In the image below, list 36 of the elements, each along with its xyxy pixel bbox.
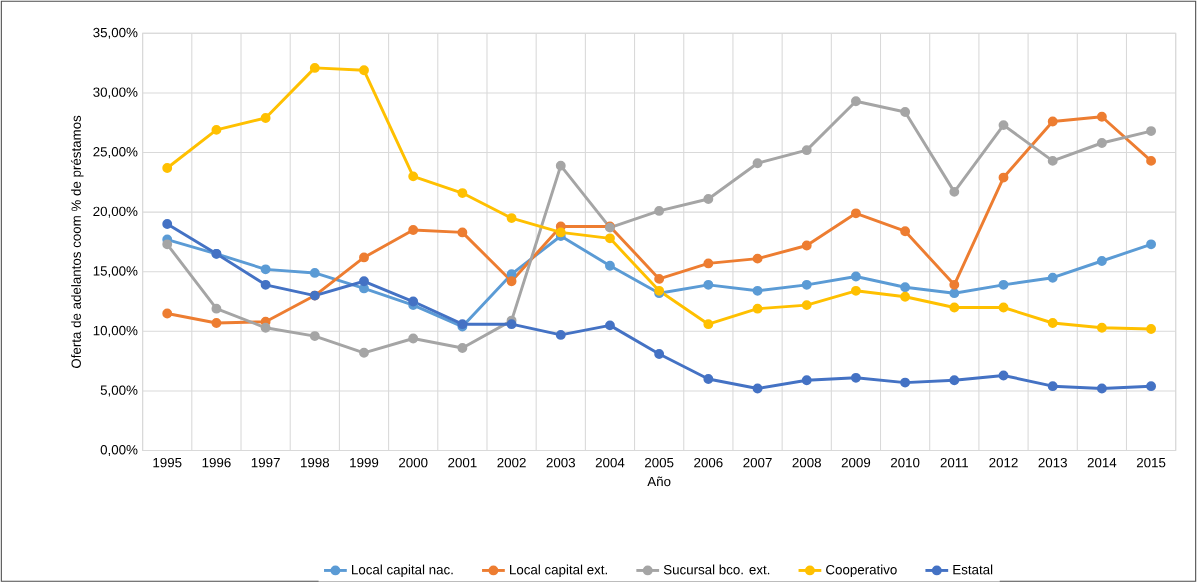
y-tick-label: 15,00% bbox=[93, 266, 138, 278]
y-axis-title: Oferta de adelantos coom % de préstamos bbox=[70, 116, 84, 369]
legend-label: Estatal bbox=[953, 564, 993, 575]
legend-label: Cooperativo bbox=[826, 564, 897, 578]
x-tick-label: 2014 bbox=[1087, 458, 1117, 468]
x-tick-label: 2012 bbox=[989, 458, 1018, 468]
x-tick-label: 2004 bbox=[595, 458, 625, 468]
x-axis-title: Año bbox=[647, 476, 671, 487]
legend-label: Local capital ext. bbox=[510, 564, 607, 578]
x-tick-label: 2008 bbox=[792, 458, 821, 468]
x-tick-label: 1999 bbox=[350, 458, 379, 468]
y-tick-label: 30,00% bbox=[93, 87, 138, 99]
x-tick-label: 2011 bbox=[940, 458, 968, 468]
x-tick-label: 1995 bbox=[153, 458, 182, 468]
y-tick-label: 5,00% bbox=[100, 385, 138, 397]
x-tick-label: 1998 bbox=[301, 458, 330, 468]
y-tick-label: 0,00% bbox=[100, 445, 138, 457]
y-tick-label: 10,00% bbox=[93, 326, 138, 338]
x-tick-label: 2003 bbox=[546, 458, 576, 468]
y-tick-label: 35,00% bbox=[93, 28, 138, 40]
legend-label: Local capital nac. bbox=[352, 564, 453, 578]
x-tick-label: 2006 bbox=[694, 458, 723, 468]
x-tick-label: 2009 bbox=[841, 458, 871, 468]
y-tick-label: 20,00% bbox=[93, 206, 138, 218]
x-tick-label: 1997 bbox=[251, 458, 280, 468]
x-tick-label: 1996 bbox=[202, 458, 231, 468]
x-tick-label: 2007 bbox=[743, 458, 772, 468]
x-tick-label: 2005 bbox=[645, 458, 674, 468]
x-tick-label: 2010 bbox=[890, 458, 920, 468]
x-tick-label: 2002 bbox=[497, 458, 526, 468]
y-tick-label: 25,00% bbox=[93, 147, 138, 159]
x-tick-label: 2000 bbox=[399, 458, 428, 468]
x-tick-label: 2001 bbox=[448, 458, 477, 468]
x-tick-label: 2013 bbox=[1038, 458, 1067, 468]
legend-label: Sucursal bco. ext. bbox=[663, 564, 770, 575]
x-tick-label: 2015 bbox=[1136, 458, 1166, 468]
